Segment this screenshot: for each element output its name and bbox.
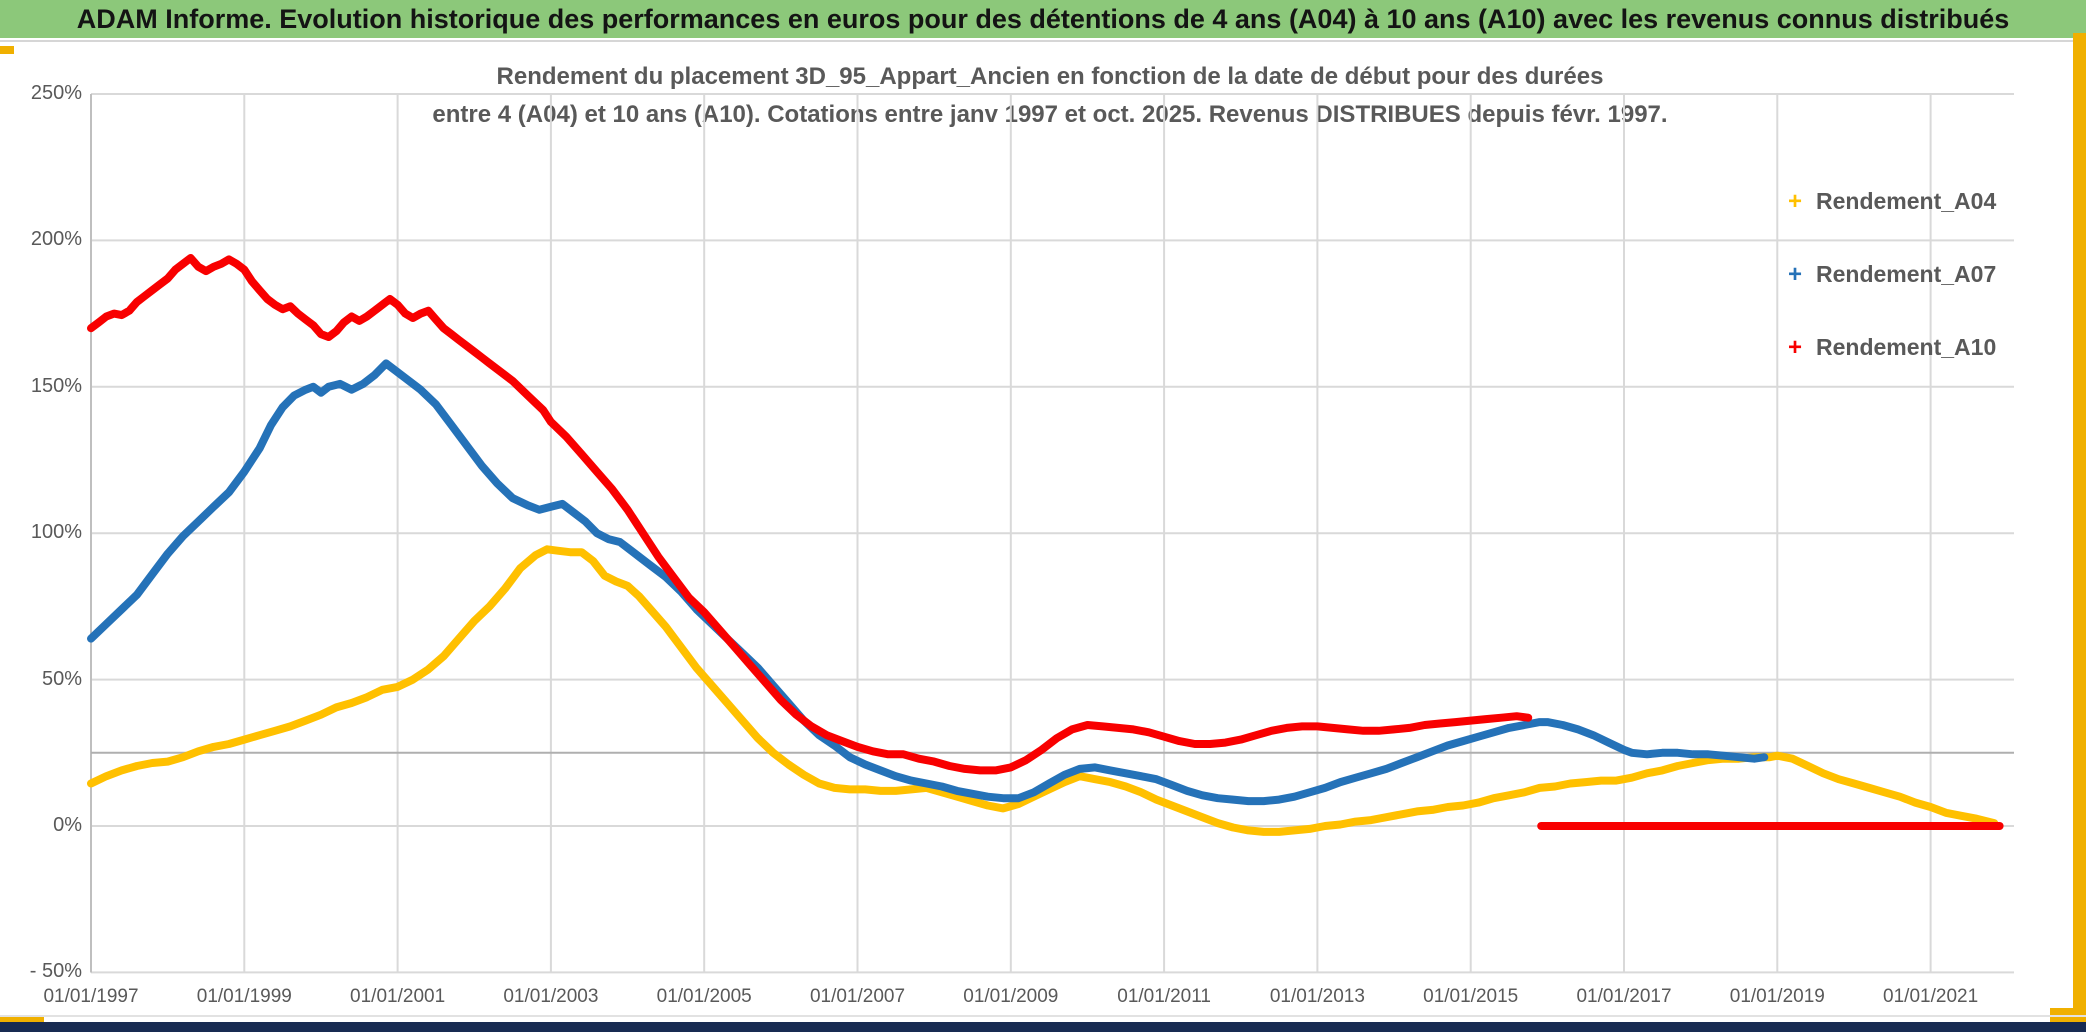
y-tick-label: 250% — [30, 82, 82, 104]
x-tick-label: 01/01/2009 — [963, 986, 1059, 1007]
legend-item-Rendement_A10: + Rendement_A10 — [1788, 334, 1996, 361]
x-tick-label: 01/01/2005 — [656, 986, 752, 1007]
legend-item-Rendement_A07: + Rendement_A07 — [1788, 261, 1996, 288]
x-tick-label: 01/01/2007 — [809, 986, 906, 1007]
y-tick-label: 0% — [53, 814, 82, 836]
y-tick-label: 200% — [30, 228, 82, 251]
series-Rendement_A10 — [87, 254, 1533, 775]
x-tick-label: 01/01/2021 — [1883, 986, 1979, 1007]
x-tick-label: 01/01/2013 — [1269, 986, 1365, 1007]
plus-marker-icon: + — [1788, 333, 1803, 361]
legend-item-Rendement_A04: + Rendement_A04 — [1788, 188, 1996, 215]
chart-title-line2: entre 4 (A04) et 10 ans (A10). Cotations… — [432, 101, 1668, 128]
x-tick-label: 01/01/2003 — [503, 986, 599, 1007]
x-tick-label: 01/01/1999 — [196, 986, 292, 1007]
chart-title-line1: Rendement du placement 3D_95_Appart_Anci… — [496, 63, 1604, 90]
x-tick-label: 01/01/2001 — [350, 986, 446, 1007]
series-Rendement_A07 — [87, 359, 1769, 806]
y-tick-label: 100% — [30, 521, 82, 544]
bottom-divider — [0, 1015, 2086, 1017]
navy-bottom-bar — [0, 1022, 2086, 1032]
banner-divider — [0, 40, 2086, 42]
gold-accent-right-bar — [2073, 33, 2086, 1022]
x-tick-label: 01/01/1997 — [43, 986, 139, 1007]
gold-accent-top-left — [0, 46, 14, 54]
legend-label: Rendement_A04 — [1816, 188, 1997, 214]
banner-title-text: ADAM Informe. Evolution historique des p… — [76, 3, 2010, 34]
chart-title: Rendement du placement 3D_95_Appart_Anci… — [300, 58, 1800, 134]
y-tick-label: 50% — [41, 667, 82, 690]
plus-marker-icon: + — [1788, 260, 1803, 288]
x-tick-label: 01/01/2019 — [1729, 986, 1825, 1007]
y-tick-label: - 50% — [29, 960, 82, 983]
series-Rendement_A04 — [87, 545, 1999, 836]
gold-accent-bottom-left — [0, 1016, 44, 1025]
legend-label: Rendement_A10 — [1816, 334, 1997, 360]
plus-marker-icon: + — [1788, 187, 1803, 215]
x-tick-label: 01/01/2015 — [1423, 986, 1519, 1007]
y-tick-label: 150% — [30, 374, 82, 397]
banner-title-bar: ADAM Informe. Evolution historique des p… — [0, 0, 2086, 38]
legend-label: Rendement_A07 — [1816, 261, 1997, 287]
x-tick-label: 01/01/2017 — [1576, 986, 1672, 1007]
x-tick-label: 01/01/2011 — [1117, 986, 1211, 1007]
